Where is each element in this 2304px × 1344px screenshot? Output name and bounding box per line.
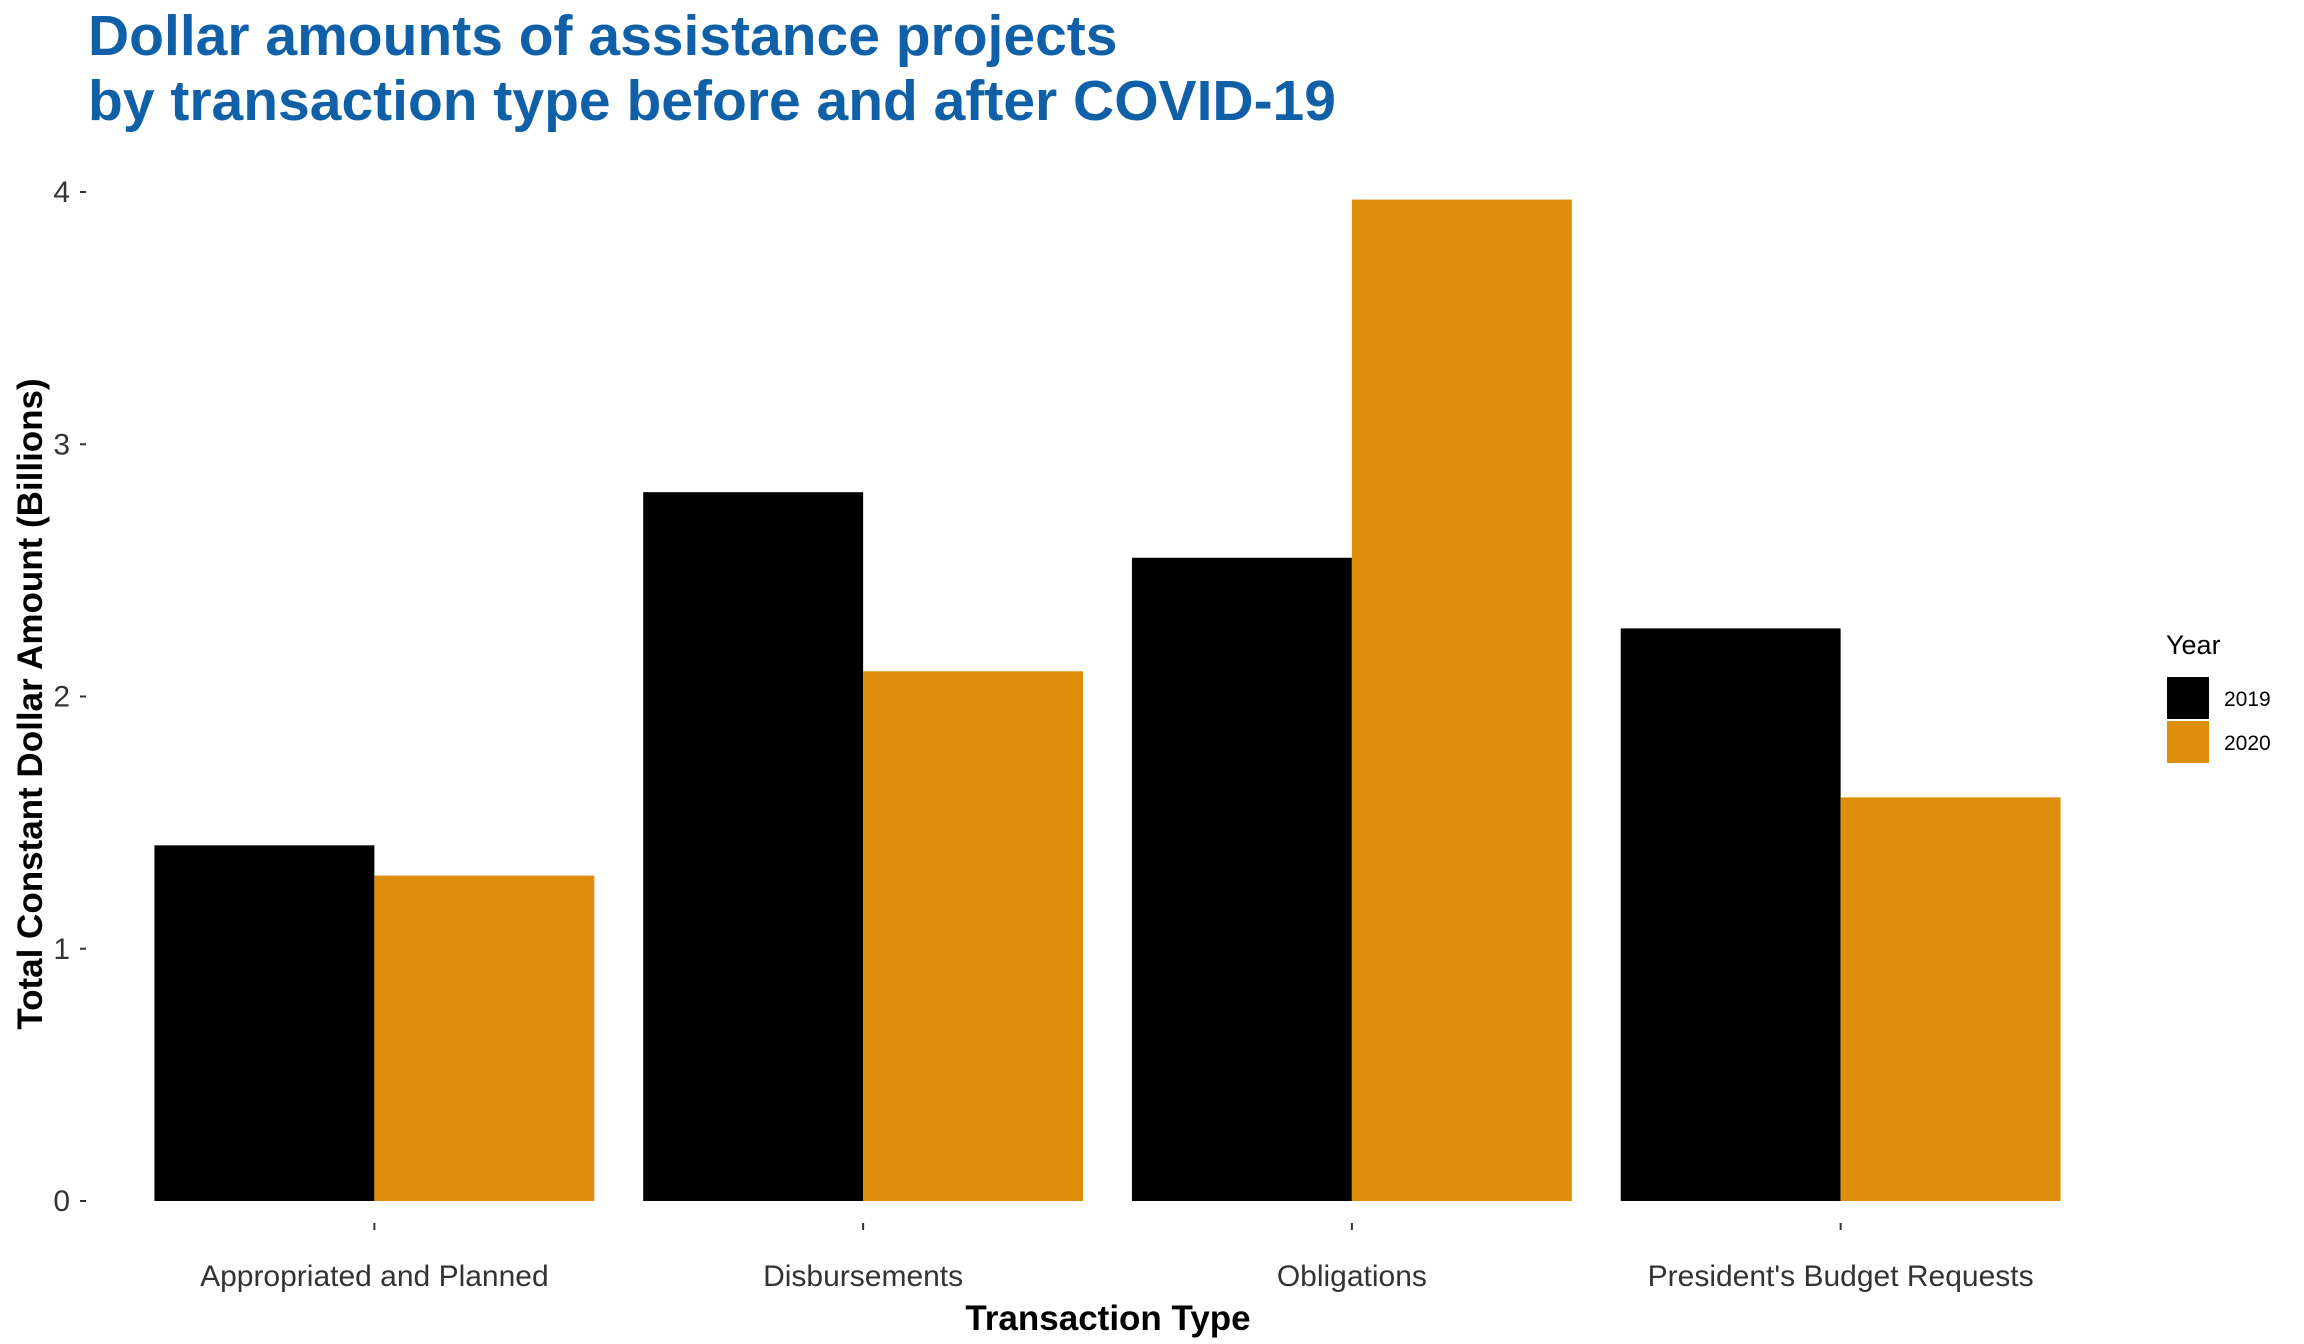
y-tick-label-1: 1 xyxy=(53,933,70,966)
x-tick-label-1: Disbursements xyxy=(763,1260,963,1293)
x-axis-title: Transaction Type xyxy=(965,1299,1250,1338)
legend-label-2019: 2019 xyxy=(2224,688,2271,711)
chart-title-line-1: Dollar amounts of assistance projects xyxy=(88,4,1117,68)
bar-2020-3 xyxy=(1840,797,2061,1201)
y-tick-label-3: 3 xyxy=(53,428,70,461)
bar-2020-2 xyxy=(1351,199,1572,1201)
legend-key-2019 xyxy=(2165,675,2211,721)
bar-2020-1 xyxy=(863,671,1084,1201)
bar-2019-0 xyxy=(154,845,375,1201)
bar-2019-1 xyxy=(643,492,864,1201)
legend-key-2020 xyxy=(2165,719,2211,765)
bar-2019-2 xyxy=(1131,557,1352,1201)
y-tick-label-4: 4 xyxy=(53,176,70,209)
legend-label-2020: 2020 xyxy=(2224,732,2271,755)
x-tick-label-2: Obligations xyxy=(1277,1260,1427,1293)
x-tick-label-0: Appropriated and Planned xyxy=(200,1260,549,1293)
y-axis-title: Total Constant Dollar Amount (Billions) xyxy=(11,378,50,1029)
bars-layer xyxy=(154,199,2061,1201)
legend-title: Year xyxy=(2166,630,2221,660)
y-tick-label-0: 0 xyxy=(53,1185,70,1218)
chart-title-line-2: by transaction type before and after COV… xyxy=(88,69,1336,133)
y-tick-label-2: 2 xyxy=(53,681,70,714)
x-tick-label-3: President's Budget Requests xyxy=(1648,1260,2034,1293)
x-axis: Appropriated and Planned Disbursements Obl… xyxy=(200,1223,2034,1293)
legend: Year 2019 2020 xyxy=(2165,630,2271,765)
y-axis: 0 1 2 3 4 xyxy=(53,176,86,1218)
bar-2020-0 xyxy=(374,875,595,1201)
bar-2019-3 xyxy=(1620,628,1841,1201)
